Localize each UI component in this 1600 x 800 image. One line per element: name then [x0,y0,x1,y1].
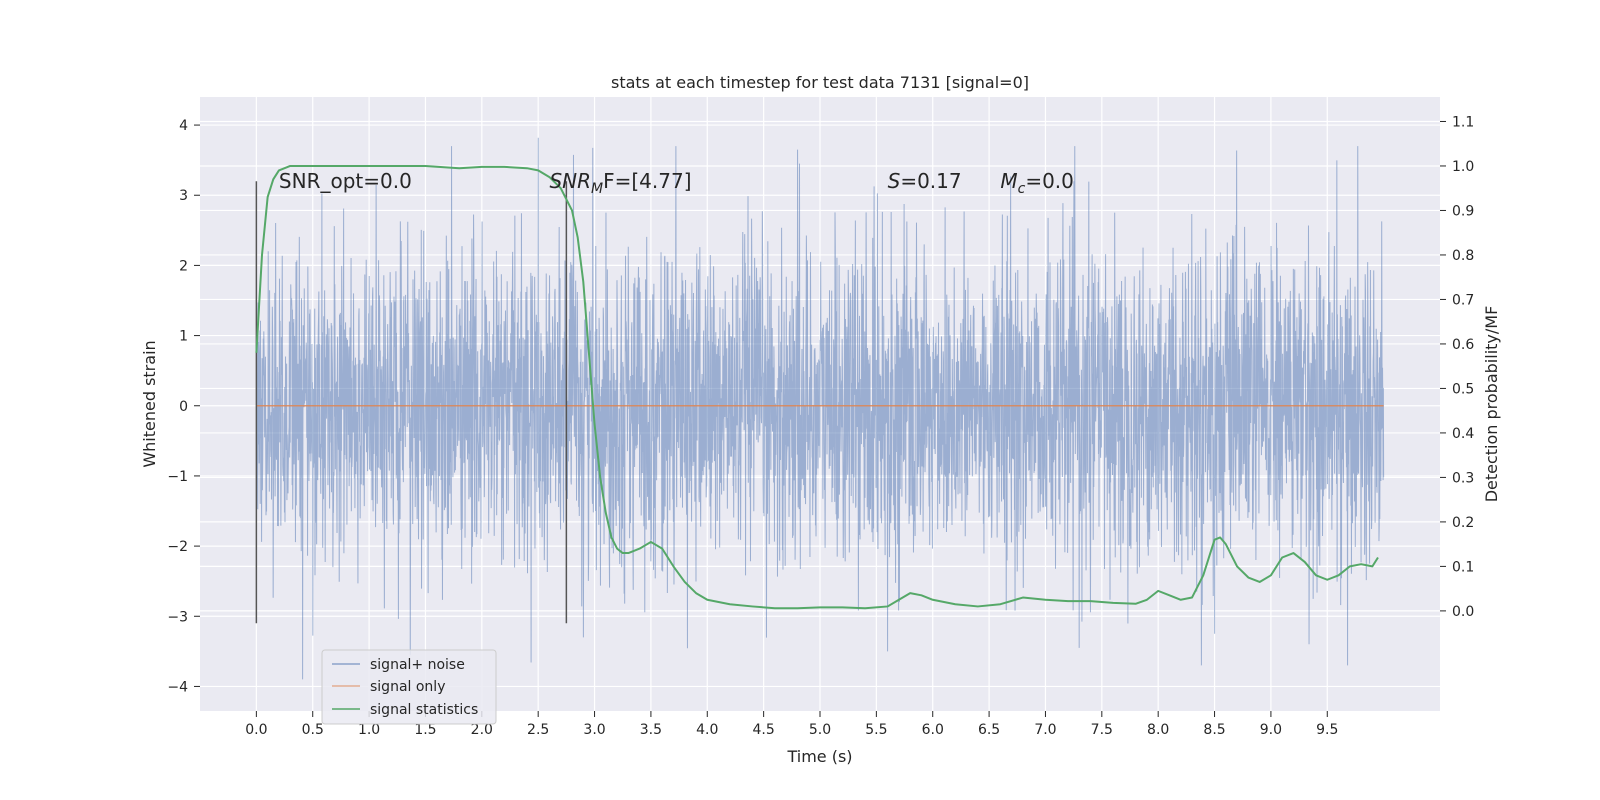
y-tick-label: −4 [167,679,188,695]
legend-label-signal-noise: signal+ noise [370,657,465,673]
signal-statistics-line [255,164,1379,610]
y2-tick-label: 0.0 [1452,604,1474,620]
x-tick-label: 0.0 [245,722,267,738]
x-tick-label: 5.0 [809,722,831,738]
x-tick-label: 2.0 [471,722,493,738]
x-tick-label: 5.5 [865,722,887,738]
y2-tick-label: 0.5 [1452,381,1474,397]
x-tick-label: 7.5 [1091,722,1113,738]
x-tick-label: 2.5 [527,722,549,738]
x-tick-label: 1.5 [414,722,436,738]
x-tick-label: 6.0 [922,722,944,738]
legend-label-signal-statistics: signal statistics [370,702,478,718]
annotation-text: SNR_opt=0.0 [279,169,412,193]
signal-noise-line [255,137,1385,680]
y-tick-label: −2 [167,539,188,555]
x-tick-label: 3.5 [640,722,662,738]
signal-statistics-series [255,164,1379,610]
x-tick-label: 7.0 [1034,722,1056,738]
x-tick-label: 9.0 [1260,722,1282,738]
annotation-text: S=0.17 [888,169,962,193]
legend-box [321,649,497,725]
y2-tick-label: 0.7 [1452,292,1474,308]
x-axis-ticks: 0.0 0.5 1.0 1.5 2.0 2.5 3.0 3.5 4.0 4.5 5.0 5.5 6.0 6… [245,711,1338,738]
x-tick-label: 0.5 [302,722,324,738]
y-tick-label: 0 [179,399,188,415]
signal-noise-series [255,137,1385,680]
y-tick-label: 4 [179,118,188,134]
y2-axis-label: Detection probability/MF [1482,306,1501,503]
x-tick-label: 1.0 [358,722,380,738]
vertical-markers [255,181,568,624]
y2-axis-ticks: 0.0 0.1 0.2 0.3 0.4 0.5 0.6 0.7 0.8 0.9 1.0 1.1 [1440,114,1474,620]
x-tick-label: 4.0 [696,722,718,738]
y2-tick-label: 0.4 [1452,426,1474,442]
x-tick-label: 9.5 [1316,722,1338,738]
y-tick-label: −1 [167,469,188,485]
x-tick-label: 8.0 [1147,722,1169,738]
y-tick-label: −3 [167,609,188,625]
x-tick-label: 8.5 [1203,722,1225,738]
chart-title: stats at each timestep for test data 713… [611,73,1029,92]
y-axis-label: Whitened strain [140,340,159,467]
annotation-text: SNRMF=[4.77] [549,169,691,197]
x-tick-label: 6.5 [978,722,1000,738]
x-tick-label: 3.0 [583,722,605,738]
x-axis-label: Time (s) [786,747,852,766]
y2-tick-label: 1.0 [1452,159,1474,175]
y2-tick-label: 0.3 [1452,470,1474,486]
y-tick-label: 1 [179,329,188,345]
y-axis-ticks: −4 −3 −2 −1 0 1 2 3 4 [167,118,200,695]
legend: signal+ noise signal only signal statist… [321,649,497,725]
y-tick-label: 3 [179,188,188,204]
legend-label-signal-only: signal only [370,679,445,695]
y2-tick-label: 1.1 [1452,114,1474,130]
y2-tick-label: 0.2 [1452,515,1474,531]
annotation-text: Mc=0.0 [1000,169,1074,197]
y-tick-label: 2 [179,258,188,274]
y2-tick-label: 0.9 [1452,203,1474,219]
y2-tick-label: 0.6 [1452,337,1474,353]
annotations: SNR_opt=0.0 SNRMF=[4.77] S=0.17 Mc=0.0 [279,169,1074,197]
y2-tick-label: 0.1 [1452,559,1474,575]
y2-tick-label: 0.8 [1452,248,1474,264]
x-tick-label: 4.5 [753,722,775,738]
